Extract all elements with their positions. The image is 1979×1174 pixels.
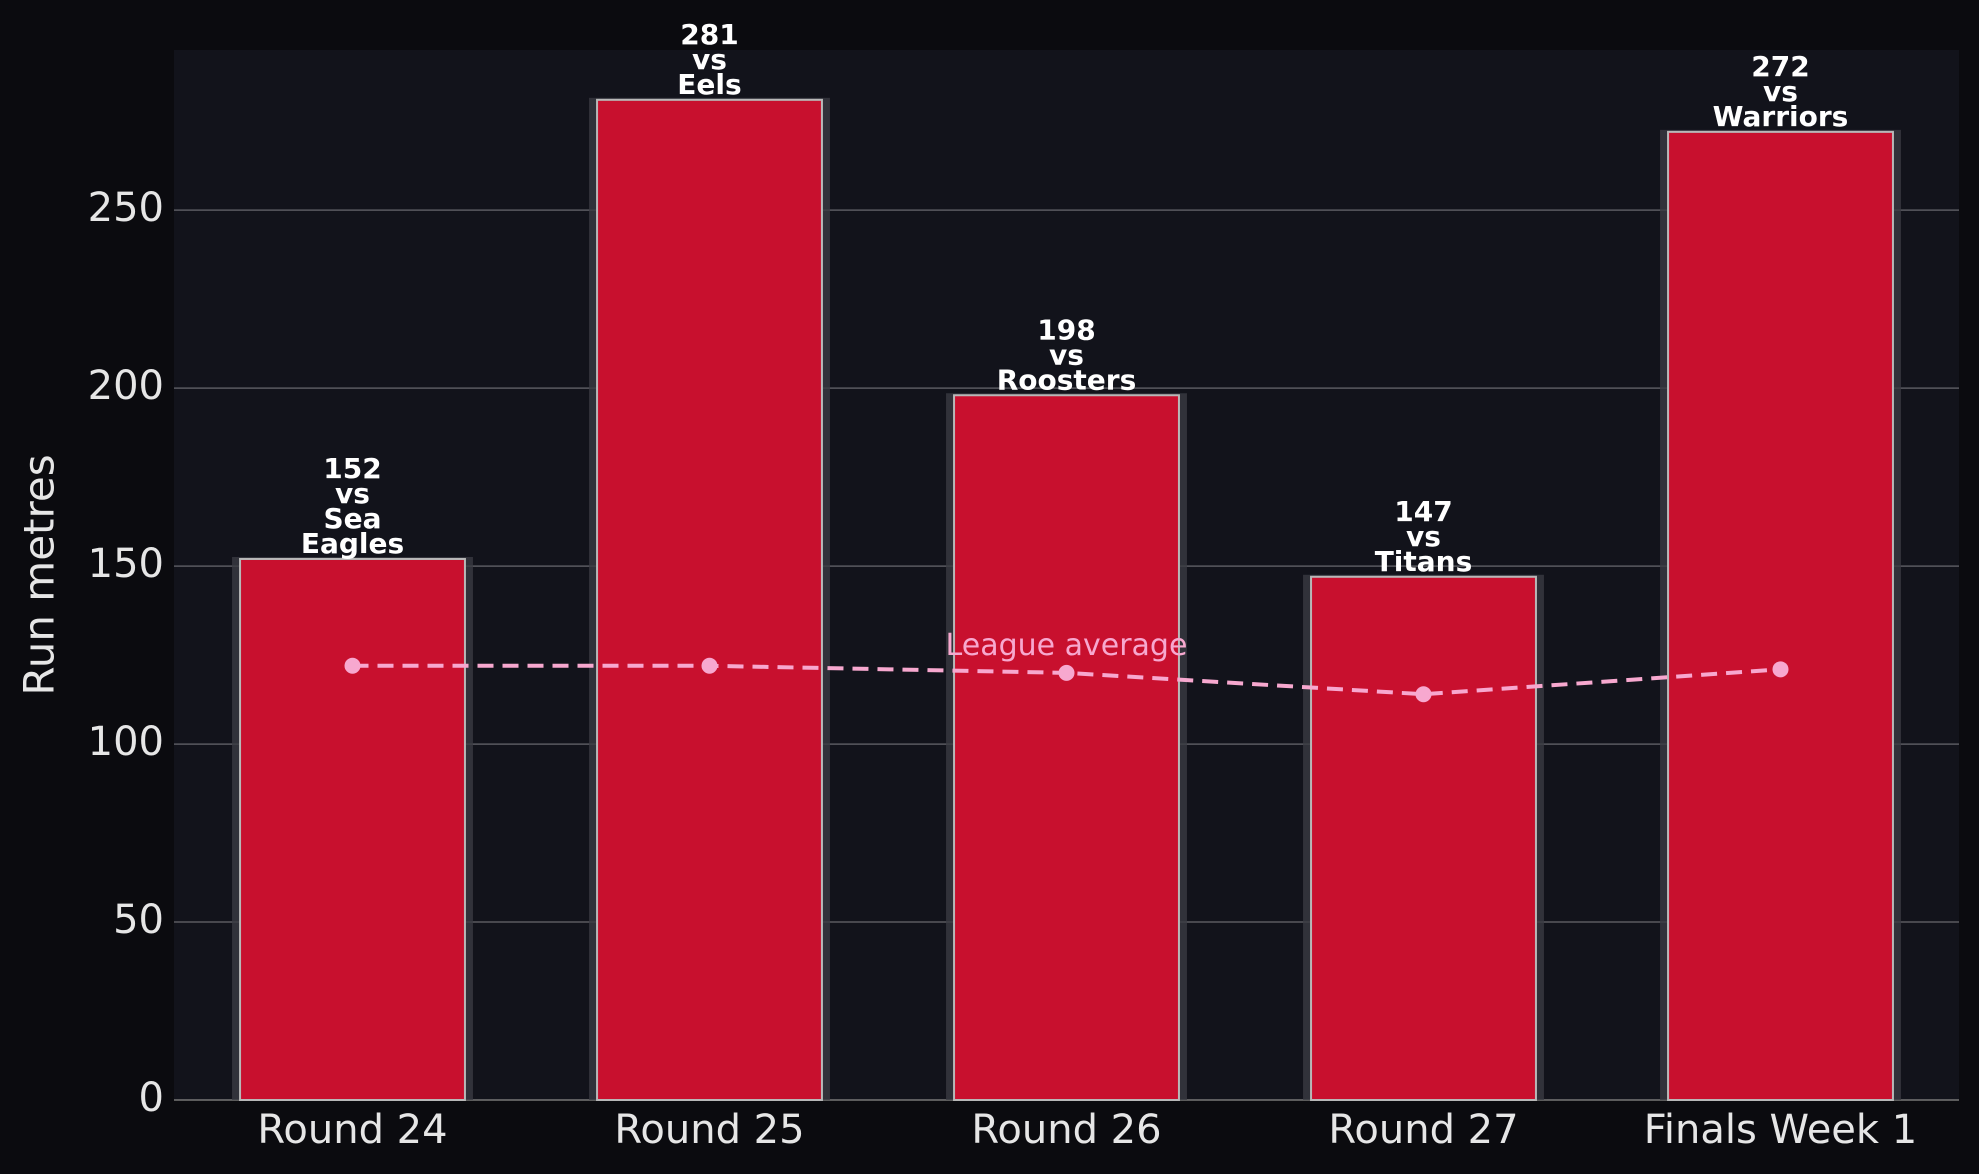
value-label-line: Sea [323,502,381,535]
average-point [1415,686,1432,703]
value-label-line: vs [692,43,727,76]
value-label-line: 152 [323,452,381,485]
value-label-line: 198 [1037,313,1095,346]
average-point [1058,664,1075,681]
value-label-line: 272 [1751,50,1809,83]
average-point [1772,661,1789,678]
bar [239,557,466,1101]
value-label: 152 vs Sea Eagles [301,452,404,560]
value-label-line: vs [1763,75,1798,108]
average-point [701,657,718,674]
value-label-line: vs [1406,520,1441,553]
x-tick-label: Round 27 [1328,1107,1518,1153]
value-label-line: vs [1049,338,1084,371]
value-label-line: 281 [680,18,738,51]
value-label-line: Titans [1375,545,1473,578]
y-tick-label: 100 [88,719,164,765]
average-point [344,657,361,674]
value-label: 272 vs Warriors [1713,50,1849,133]
y-tick-label: 50 [113,897,164,943]
y-tick-label: 250 [88,185,164,231]
bar [596,98,823,1101]
bar [953,394,1180,1102]
value-label-line: Eagles [301,527,404,560]
x-tick-label: Round 24 [257,1107,447,1153]
value-label: 198 vs Roosters [997,313,1137,396]
y-tick-label: 150 [88,541,164,587]
value-label-line: Eels [677,68,741,101]
value-label: 147 vs Titans [1375,495,1473,578]
value-label-line: Roosters [997,363,1137,396]
y-tick-label: 0 [139,1075,164,1121]
value-label: 281 vs Eels [677,18,741,101]
bar [1310,575,1537,1101]
y-axis-label: Run metres [15,454,64,695]
average-label: League average [946,628,1188,663]
value-label-line: 147 [1394,495,1452,528]
x-tick-label: Round 25 [614,1107,804,1153]
value-label-line: Warriors [1713,100,1849,133]
y-tick-label: 200 [88,363,164,409]
value-label-line: vs [335,477,370,510]
x-tick-label: Round 26 [971,1107,1161,1153]
x-tick-label: Finals Week 1 [1644,1107,1918,1153]
bar [1667,130,1894,1102]
